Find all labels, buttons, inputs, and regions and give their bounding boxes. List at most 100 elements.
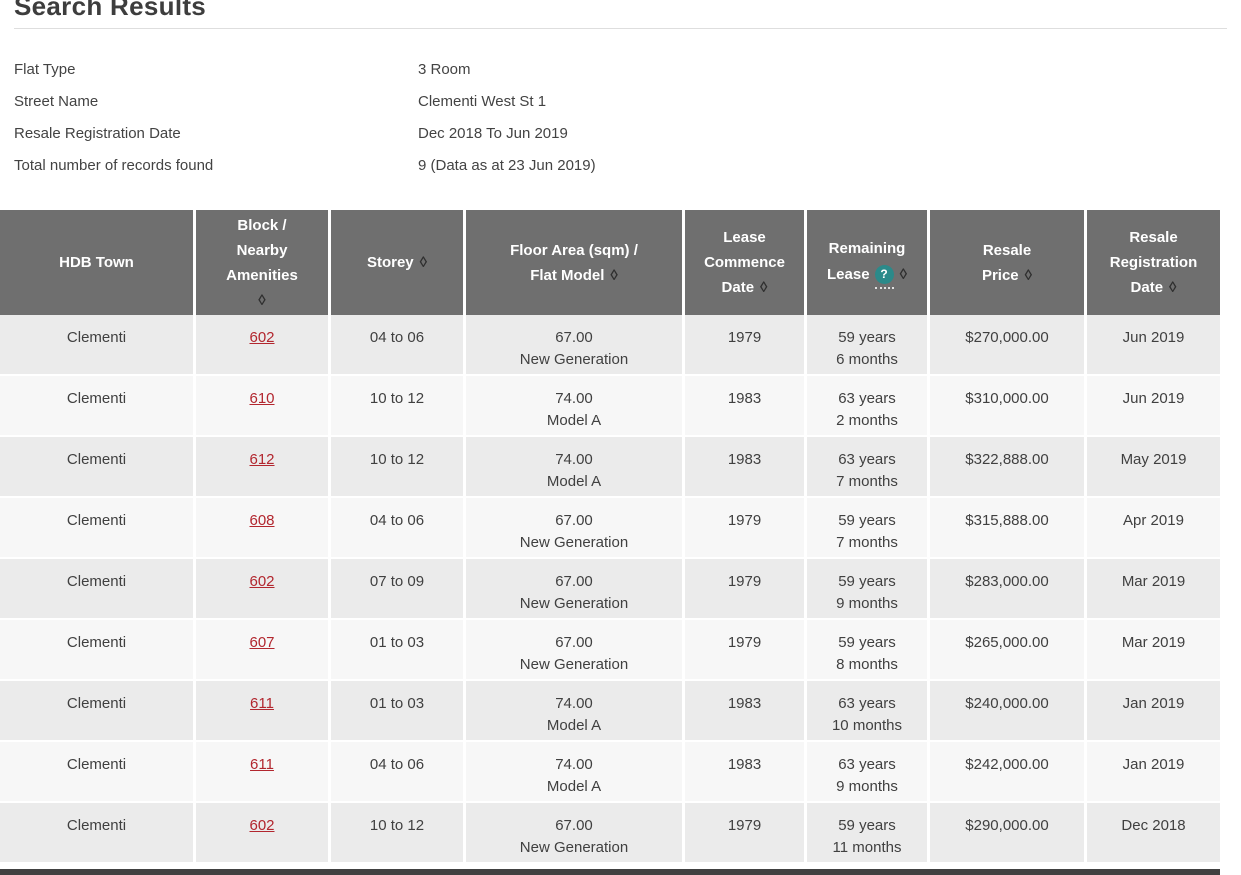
footer-bar: [0, 869, 1220, 875]
block-link[interactable]: 602: [249, 573, 275, 590]
results-table: HDB Town Block / Nearby Amenities ◊ Stor…: [0, 210, 1220, 864]
summary-row-registration-date: Resale Registration Date Dec 2018 To Jun…: [14, 117, 1227, 149]
sort-icon[interactable]: ◊: [760, 279, 768, 296]
cell-block: 612: [196, 437, 331, 498]
summary-value: Dec 2018 To Jun 2019: [418, 124, 568, 142]
cell-floor-area: 74.00 Model A: [466, 437, 685, 498]
cell-remaining-lease: 59 years 9 months: [807, 559, 930, 620]
cell-resale-price: $290,000.00: [930, 803, 1087, 864]
cell-storey: 04 to 06: [331, 315, 466, 376]
cell-storey: 10 to 12: [331, 437, 466, 498]
column-header-storey[interactable]: Storey ◊: [331, 210, 466, 315]
cell-resale-price: $310,000.00: [930, 376, 1087, 437]
cell-block: 608: [196, 498, 331, 559]
cell-block: 610: [196, 376, 331, 437]
cell-floor-area: 67.00 New Generation: [466, 498, 685, 559]
cell-registration-date: Jan 2019: [1087, 742, 1220, 803]
cell-lease-commence: 1979: [685, 559, 807, 620]
sort-icon[interactable]: ◊: [419, 254, 428, 271]
column-header-block[interactable]: Block / Nearby Amenities ◊: [196, 210, 331, 315]
column-header-floor-area[interactable]: Floor Area (sqm) / Flat Model ◊: [466, 210, 685, 315]
cell-floor-area: 67.00 New Generation: [466, 620, 685, 681]
sort-icon[interactable]: ◊: [1169, 279, 1177, 296]
column-header-resale-price[interactable]: Resale Price ◊: [930, 210, 1087, 315]
block-link[interactable]: 611: [250, 695, 274, 712]
cell-storey: 10 to 12: [331, 803, 466, 864]
cell-registration-date: May 2019: [1087, 437, 1220, 498]
cell-registration-date: Mar 2019: [1087, 559, 1220, 620]
sort-icon[interactable]: ◊: [899, 265, 907, 283]
summary-label: Total number of records found: [14, 156, 214, 174]
search-summary: Flat Type 3 Room Street Name Clementi We…: [14, 53, 1227, 181]
table-row: Clementi 607 01 to 03 67.00 New Generatio…: [0, 620, 1220, 681]
cell-floor-area: 74.00 Model A: [466, 376, 685, 437]
cell-registration-date: Dec 2018: [1087, 803, 1220, 864]
cell-block: 602: [196, 559, 331, 620]
block-link[interactable]: 611: [250, 756, 274, 773]
cell-storey: 04 to 06: [331, 742, 466, 803]
remaining-lease-help-icon[interactable]: ?: [874, 261, 894, 289]
table-row: Clementi 610 10 to 12 74.00 Model A 1983 …: [0, 376, 1220, 437]
table-header-row: HDB Town Block / Nearby Amenities ◊ Stor…: [0, 210, 1220, 315]
block-link[interactable]: 608: [249, 512, 275, 529]
cell-hdb-town: Clementi: [0, 803, 196, 864]
table-row: Clementi 611 04 to 06 74.00 Model A 1983 …: [0, 742, 1220, 803]
block-link[interactable]: 610: [249, 390, 275, 407]
cell-storey: 07 to 09: [331, 559, 466, 620]
block-link[interactable]: 607: [249, 634, 275, 651]
cell-remaining-lease: 59 years 8 months: [807, 620, 930, 681]
sort-icon[interactable]: ◊: [258, 291, 266, 309]
cell-storey: 10 to 12: [331, 376, 466, 437]
title-divider: [14, 28, 1227, 29]
table-row: Clementi 608 04 to 06 67.00 New Generatio…: [0, 498, 1220, 559]
summary-label: Street Name: [14, 92, 99, 110]
cell-floor-area: 74.00 Model A: [466, 742, 685, 803]
cell-block: 602: [196, 803, 331, 864]
cell-hdb-town: Clementi: [0, 437, 196, 498]
summary-value: 9 (Data as at 23 Jun 2019): [418, 156, 596, 174]
cell-storey: 01 to 03: [331, 620, 466, 681]
cell-remaining-lease: 59 years 7 months: [807, 498, 930, 559]
cell-remaining-lease: 63 years 7 months: [807, 437, 930, 498]
table-row: Clementi 602 07 to 09 67.00 New Generatio…: [0, 559, 1220, 620]
cell-lease-commence: 1983: [685, 742, 807, 803]
block-link[interactable]: 602: [249, 817, 275, 834]
sort-icon[interactable]: ◊: [1024, 266, 1033, 284]
table-row: Clementi 611 01 to 03 74.00 Model A 1983 …: [0, 681, 1220, 742]
cell-hdb-town: Clementi: [0, 620, 196, 681]
summary-label: Flat Type: [14, 60, 76, 78]
summary-value: Clementi West St 1: [418, 92, 547, 110]
cell-resale-price: $283,000.00: [930, 559, 1087, 620]
cell-lease-commence: 1983: [685, 681, 807, 742]
cell-block: 611: [196, 742, 331, 803]
column-header-hdb-town: HDB Town: [0, 210, 196, 315]
cell-storey: 04 to 06: [331, 498, 466, 559]
cell-hdb-town: Clementi: [0, 376, 196, 437]
cell-registration-date: Mar 2019: [1087, 620, 1220, 681]
cell-remaining-lease: 63 years 2 months: [807, 376, 930, 437]
cell-resale-price: $315,888.00: [930, 498, 1087, 559]
column-header-resale-registration-date[interactable]: Resale Registration Date ◊: [1087, 210, 1220, 315]
cell-block: 611: [196, 681, 331, 742]
table-row: Clementi 602 04 to 06 67.00 New Generatio…: [0, 315, 1220, 376]
table-row: Clementi 602 10 to 12 67.00 New Generatio…: [0, 803, 1220, 864]
cell-remaining-lease: 59 years 6 months: [807, 315, 930, 376]
table-row: Clementi 612 10 to 12 74.00 Model A 1983 …: [0, 437, 1220, 498]
cell-resale-price: $265,000.00: [930, 620, 1087, 681]
cell-lease-commence: 1983: [685, 376, 807, 437]
cell-lease-commence: 1983: [685, 437, 807, 498]
column-header-remaining-lease[interactable]: Remaining Lease? ◊: [807, 210, 930, 315]
page-title: Search Results: [14, 0, 207, 21]
cell-remaining-lease: 59 years 11 months: [807, 803, 930, 864]
cell-lease-commence: 1979: [685, 498, 807, 559]
column-header-lease-commence[interactable]: Lease Commence Date ◊: [685, 210, 807, 315]
block-link[interactable]: 602: [249, 329, 275, 346]
cell-hdb-town: Clementi: [0, 742, 196, 803]
cell-resale-price: $270,000.00: [930, 315, 1087, 376]
summary-row-street-name: Street Name Clementi West St 1: [14, 85, 1227, 117]
block-link[interactable]: 612: [249, 451, 275, 468]
cell-remaining-lease: 63 years 10 months: [807, 681, 930, 742]
sort-icon[interactable]: ◊: [610, 266, 618, 284]
cell-lease-commence: 1979: [685, 803, 807, 864]
cell-lease-commence: 1979: [685, 620, 807, 681]
